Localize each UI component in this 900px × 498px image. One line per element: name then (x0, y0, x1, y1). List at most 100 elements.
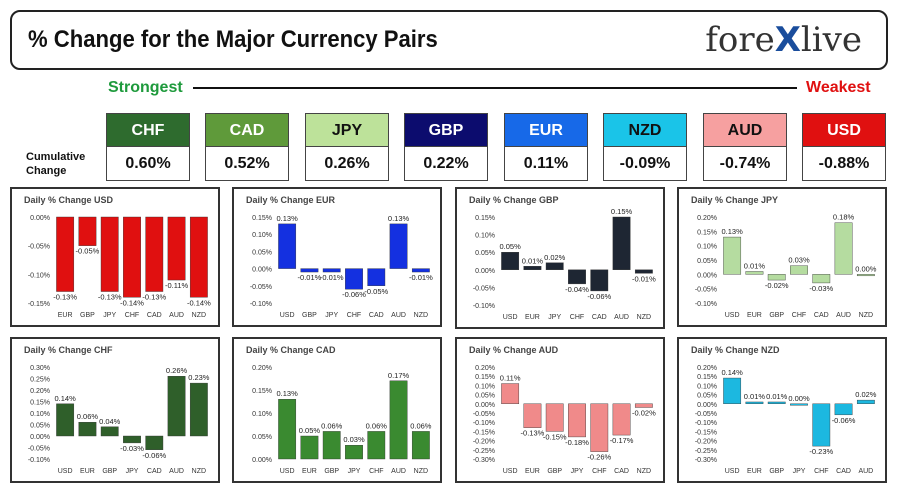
data-label: 0.05% (299, 426, 321, 435)
category-label: CHF (814, 468, 828, 475)
bar-eur (56, 216, 75, 292)
y-tick-label: 0.00% (697, 272, 717, 279)
chart-panel-1: Daily % Change USD 0.00% -0.05% -0.10% -0.15… (10, 187, 220, 327)
y-tick-label: 0.00% (30, 434, 50, 441)
bar-usd (723, 236, 742, 275)
bar-cad (367, 268, 386, 286)
category-label: USD (725, 468, 740, 475)
data-label: 0.14% (55, 394, 77, 403)
currency-code: JPY (306, 114, 388, 147)
data-label: 0.13% (277, 214, 299, 223)
chart-svg: Daily % Change NZD 0.20% 0.15% 0.10% 0.05% 0.… (691, 345, 877, 475)
bar-gbp (78, 216, 97, 246)
category-label: NZD (414, 468, 428, 475)
category-label: CAD (836, 468, 851, 475)
chart-panel-6: Daily % Change CAD 0.20% 0.15% 0.10% 0.05% 0.… (232, 337, 442, 483)
chart-svg: Daily % Change CHF 0.30% 0.25% 0.20% 0.15% 0.… (24, 345, 210, 475)
y-tick-label: 0.10% (475, 383, 495, 390)
bar-gbp (322, 431, 341, 460)
y-tick-label: -0.25% (695, 448, 717, 455)
data-label: 0.01% (766, 392, 788, 401)
category-label: CAD (592, 314, 607, 321)
y-tick-label: 0.15% (252, 388, 272, 395)
currency-box-cad: CAD 0.52% (205, 113, 289, 181)
category-label: CHF (125, 312, 139, 319)
y-tick-label: -0.30% (695, 457, 717, 464)
data-label: 0.11% (500, 374, 521, 383)
bar-gbp (767, 401, 786, 404)
bar-usd (501, 252, 520, 271)
bar-gbp (545, 403, 564, 432)
data-label: -0.23% (809, 447, 833, 456)
y-tick-label: -0.20% (473, 439, 495, 446)
category-label: EUR (80, 468, 95, 475)
category-label: NZD (859, 312, 873, 319)
data-label: 0.05% (500, 242, 522, 251)
bar-nzd (411, 268, 430, 273)
y-tick-label: -0.10% (473, 303, 495, 310)
category-label: AUD (169, 468, 184, 475)
data-label: -0.01% (632, 274, 656, 283)
bar-jpy (100, 216, 119, 292)
chart-title: Daily % Change CHF (24, 345, 113, 355)
data-label: 0.03% (788, 256, 810, 265)
category-label: EUR (525, 314, 540, 321)
data-label: -0.26% (587, 453, 611, 462)
category-label: AUD (391, 312, 406, 319)
y-tick-label: 0.10% (252, 411, 272, 418)
category-label: CAD (147, 468, 162, 475)
data-label: -0.01% (320, 273, 344, 282)
data-label: -0.03% (120, 444, 144, 453)
data-label: 0.00% (855, 264, 877, 273)
data-label: 0.06% (410, 421, 432, 430)
y-tick-label: 0.30% (30, 365, 50, 372)
y-tick-label: 0.25% (30, 377, 50, 384)
chart-title: Daily % Change NZD (691, 345, 780, 355)
y-tick-label: 0.15% (30, 400, 50, 407)
currency-cumulative-value: -0.74% (704, 147, 786, 180)
chart-title: Daily % Change CAD (246, 345, 336, 355)
bar-cad (590, 269, 609, 292)
bar-jpy (545, 262, 564, 271)
y-tick-label: 0.10% (252, 232, 272, 239)
currency-cumulative-value: 0.22% (405, 147, 487, 180)
currency-code: USD (803, 114, 885, 147)
bar-eur (300, 435, 319, 460)
bar-cad (812, 274, 831, 284)
data-label: 0.14% (722, 368, 744, 377)
y-tick-label: 0.05% (30, 423, 50, 430)
y-tick-label: -0.05% (473, 285, 495, 292)
category-label: EUR (525, 468, 540, 475)
y-tick-label: 0.00% (475, 402, 495, 409)
bar-eur (745, 401, 764, 404)
chart-title: Daily % Change EUR (246, 195, 336, 205)
data-label: -0.04% (565, 285, 589, 294)
data-label: 0.06% (77, 412, 99, 421)
category-label: USD (503, 314, 518, 321)
category-label: AUD (169, 312, 184, 319)
data-label: 0.06% (321, 421, 343, 430)
bar-usd (501, 383, 520, 405)
bar-aud (167, 376, 186, 437)
y-tick-label: -0.10% (28, 457, 50, 464)
category-label: GBP (547, 468, 562, 475)
bar-nzd (189, 382, 208, 437)
bar-aud (856, 399, 875, 404)
chart-svg: Daily % Change CAD0.20%0.15%0.10%0.05%0.… (246, 345, 432, 475)
data-label: 0.15% (611, 207, 633, 216)
y-tick-label: -0.05% (695, 287, 717, 294)
data-label: -0.06% (342, 290, 366, 299)
y-tick-label: 0.20% (697, 215, 717, 222)
y-tick-label: 0.10% (475, 233, 495, 240)
category-label: EUR (58, 312, 73, 319)
y-tick-label: 0.00% (252, 267, 272, 274)
y-tick-label: -0.10% (473, 420, 495, 427)
bar-nzd (189, 216, 208, 298)
chart-title: Daily % Change GBP (469, 195, 559, 205)
category-label: NZD (192, 312, 206, 319)
y-tick-label: -0.15% (695, 429, 717, 436)
bar-eur (745, 271, 764, 275)
data-label: 0.18% (833, 213, 855, 222)
category-label: JPY (348, 468, 361, 475)
chart-title: Daily % Change AUD (469, 345, 559, 355)
